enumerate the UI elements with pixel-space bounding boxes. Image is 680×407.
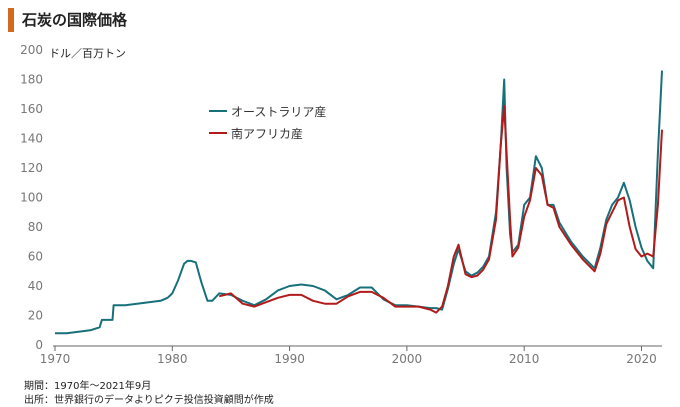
footnote-period: 期間：1970年～2021年9月 (24, 381, 152, 392)
legend-label-australia: オーストラリア産 (231, 104, 327, 119)
y-tick-label: 120 (20, 161, 43, 175)
x-tick-label: 2020 (626, 352, 657, 366)
title-accent-bar (8, 8, 14, 32)
legend-item-south-africa: 南アフリカ産 (209, 122, 326, 144)
legend-label-south-africa: 南アフリカ産 (231, 126, 304, 141)
legend: オーストラリア産 南アフリカ産 (209, 100, 326, 144)
y-axis-unit-label: ドル／百万トン (49, 47, 126, 60)
y-tick-label: 160 (20, 102, 43, 116)
series-line-south-africa (218, 105, 663, 314)
chart-title: 石炭の国際価格 (22, 11, 128, 29)
y-tick-label: 100 (20, 191, 43, 205)
y-tick-label: 180 (20, 73, 43, 87)
x-tick-label: 1970 (40, 352, 71, 366)
y-tick-label: 140 (20, 132, 43, 146)
x-tick-label: 1990 (274, 352, 305, 366)
footnote-source: 出所：世界銀行のデータよりピクテ投信投資顧問が作成 (24, 395, 274, 406)
x-tick-label: 1980 (157, 352, 188, 366)
y-tick-label: 0 (35, 338, 43, 352)
legend-swatch-south-africa (209, 132, 227, 134)
y-tick-label: 40 (28, 279, 43, 293)
y-tick-label: 80 (28, 220, 43, 234)
series-line-australia (55, 70, 663, 335)
y-tick-label: 20 (28, 309, 43, 323)
legend-swatch-australia (209, 110, 227, 112)
x-tick-label: 2000 (392, 352, 423, 366)
legend-item-australia: オーストラリア産 (209, 100, 326, 122)
x-tick-label: 2010 (509, 352, 540, 366)
y-tick-label: 60 (28, 250, 43, 264)
y-tick-label: 200 (20, 43, 43, 57)
